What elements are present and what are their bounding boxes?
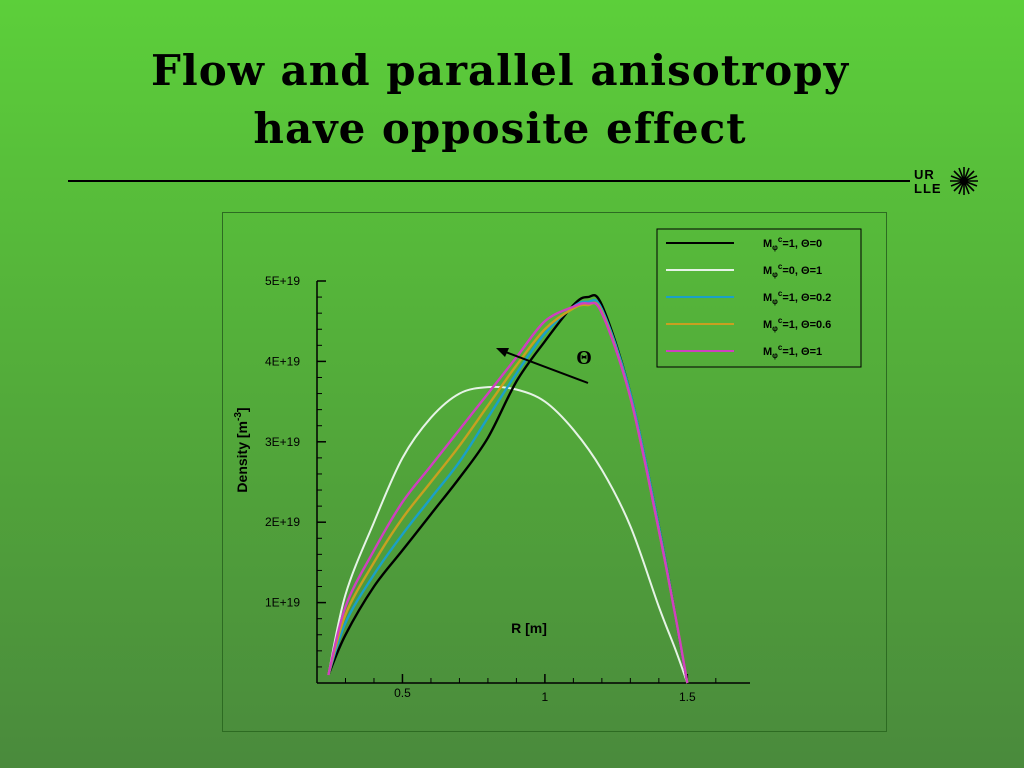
theta-label: Θ: [576, 347, 592, 369]
legend-label: Mφc=1, Θ=0: [763, 235, 822, 252]
slide-title-line-2: have opposite effect: [253, 104, 747, 153]
x-axis-label: R [m]: [511, 620, 547, 636]
legend-label: Mφc=1, Θ=0.6: [763, 316, 831, 333]
title-divider: [68, 180, 910, 182]
logo-line-2: LLE: [914, 181, 942, 196]
x-tick-label: 0.5: [394, 686, 411, 700]
x-tick-label: 1.5: [679, 690, 696, 704]
series-line-3: [327, 301, 689, 684]
starburst-icon: [950, 167, 978, 195]
legend: Mφc=1, Θ=0 Mφc=0, Θ=1 Mφc=1, Θ=0.2 Mφc=1, Θ…: [656, 228, 862, 368]
legend-box: [656, 228, 862, 368]
legend-label: Mφc=1, Θ=0.2: [763, 289, 831, 306]
arrowhead-icon: [496, 348, 509, 357]
series-line-1: [327, 385, 689, 684]
y-tick-label: 4E+19: [265, 354, 300, 368]
series-line-2: [327, 298, 689, 684]
y-tick-label: 3E+19: [265, 435, 300, 449]
urlle-logo: UR LLE: [910, 166, 990, 200]
y-tick-label: 2E+19: [265, 515, 300, 529]
series-group: [327, 293, 689, 684]
slide-title-line-1: Flow and parallel anisotropy: [150, 46, 850, 95]
theta-annotation: Θ: [496, 347, 592, 384]
y-tick-label: 5E+19: [265, 274, 300, 288]
chart-frame: [222, 212, 887, 732]
x-tick-label: 1: [542, 690, 549, 704]
theta-arrow: [502, 350, 589, 384]
axes: 1E+19 2E+19 3E+19 4E+19 5E+19 0.5 1 1.5 R [m] Den…: [233, 274, 750, 704]
slide-title: Flow and parallel anisotropy have opposi…: [0, 42, 1000, 158]
series-line-4: [327, 301, 689, 684]
y-tick-label: 1E+19: [265, 596, 300, 610]
logo-line-1: UR: [914, 167, 935, 182]
y-axis-label: Density [m-3]: [233, 407, 250, 492]
legend-label: Mφc=1, Θ=1: [763, 343, 822, 360]
legend-label: Mφc=0, Θ=1: [763, 262, 822, 279]
